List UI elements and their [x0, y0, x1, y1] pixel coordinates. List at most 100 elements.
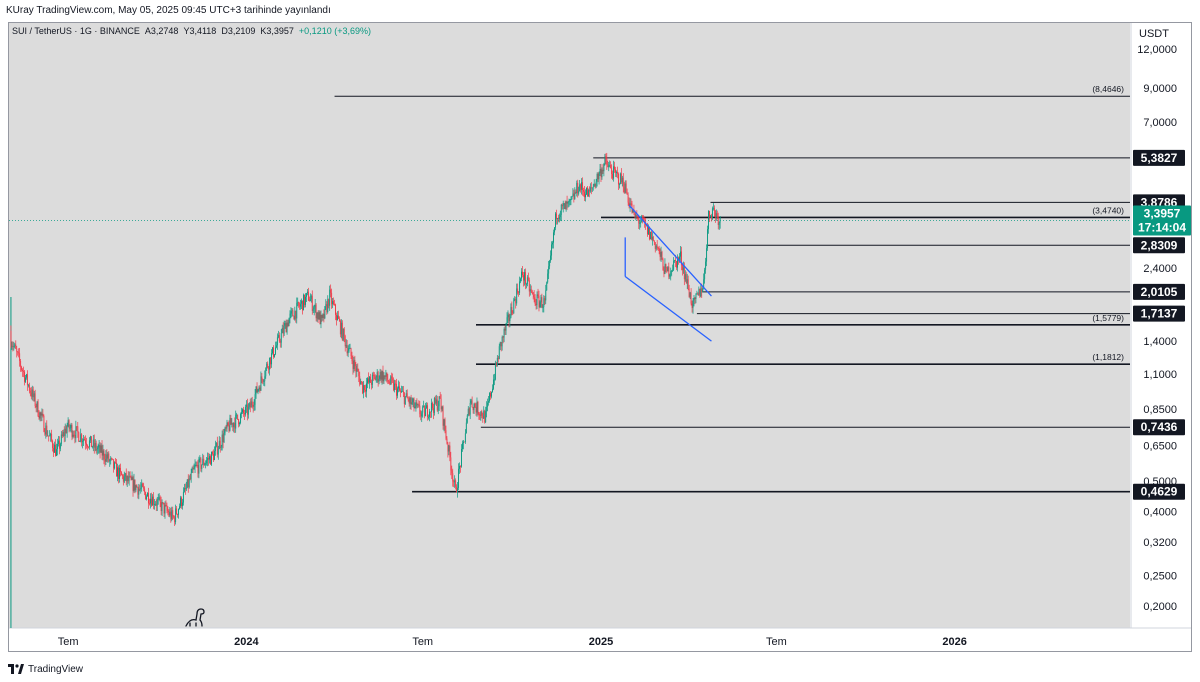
candle-body [88, 440, 90, 447]
candle-body [518, 292, 520, 294]
candle-body [102, 450, 104, 456]
candle-body [361, 381, 363, 383]
candle-body [611, 168, 613, 174]
ohlc-low: D3,2109 [221, 26, 256, 36]
candle-body [586, 187, 588, 197]
candle-body [685, 274, 687, 284]
candle-body [450, 457, 452, 471]
last-price-badge [1133, 205, 1191, 236]
candle-body [73, 434, 75, 436]
candle-body [245, 404, 247, 408]
symbol-name[interactable]: SUI / TetherUS · 1G · BINANCE [12, 26, 140, 36]
candle-body [119, 467, 120, 479]
candle-body [682, 267, 684, 271]
candle-body [606, 158, 608, 165]
candle-body [39, 412, 41, 419]
candle-body [603, 164, 605, 172]
candle-body [150, 498, 152, 506]
candle-body [292, 310, 294, 317]
candle-body [268, 367, 270, 370]
candle-body [667, 266, 669, 272]
candle-body [121, 475, 123, 476]
candle-body [23, 370, 24, 372]
candle-body [501, 336, 503, 347]
candle-body [297, 302, 299, 303]
candle-body [318, 312, 320, 320]
candle-body [243, 413, 245, 415]
candle-body [433, 398, 435, 413]
candle-body [477, 401, 479, 415]
candle-body [436, 399, 438, 411]
candle-body [311, 295, 313, 311]
footer-brand[interactable]: TradingView [28, 663, 84, 675]
candle-body [529, 289, 531, 292]
candle-body [717, 216, 719, 226]
candle-body [710, 215, 712, 219]
candle-body [672, 269, 674, 271]
candle-body [350, 348, 352, 357]
candle-body [273, 347, 274, 357]
candle-body [175, 508, 177, 523]
candle-body [517, 288, 519, 293]
candle-body [364, 385, 366, 390]
candle-body [550, 255, 552, 261]
candle-body [246, 404, 248, 415]
candle-body [592, 186, 594, 188]
candle-body [491, 391, 492, 397]
candle-body [483, 410, 485, 419]
candle-body [250, 401, 252, 408]
candle-body [209, 456, 211, 460]
candle-body [75, 426, 77, 439]
candle-body [456, 486, 458, 493]
candle-body [432, 408, 434, 413]
candle-body [473, 403, 475, 411]
candle-body [671, 270, 673, 272]
candle-body [387, 379, 389, 382]
candle-body [661, 251, 663, 260]
candle-body [663, 270, 665, 274]
candle-body [219, 440, 221, 448]
candle-body [244, 407, 246, 415]
candle-body [469, 402, 471, 415]
price-axis-panel[interactable] [1131, 23, 1191, 628]
candle-body [407, 398, 409, 400]
level-badge [1133, 237, 1185, 254]
tradingview-logo-icon[interactable] [8, 664, 24, 674]
candle-body [615, 169, 616, 173]
candle-body [306, 291, 308, 294]
candle-body [265, 368, 267, 377]
candle-body [337, 315, 339, 319]
y-tick-label: 1,4000 [1143, 336, 1177, 348]
candle-body [41, 413, 43, 416]
candle-body [510, 307, 512, 318]
candle-body [679, 251, 681, 257]
candle-body [570, 199, 572, 200]
candle-body [165, 505, 167, 507]
candle-body [325, 304, 327, 307]
candle-body [27, 384, 29, 386]
candle-body [443, 419, 445, 426]
channel-trendline[interactable] [624, 276, 712, 342]
candle-body [111, 458, 113, 459]
candle-body [712, 207, 714, 209]
candle-body [457, 487, 459, 493]
candle-body [441, 406, 443, 410]
candle-body [492, 388, 493, 392]
candle-body [714, 210, 716, 218]
candle-body [700, 288, 702, 297]
channel-trendline[interactable] [628, 204, 712, 297]
candle-body [62, 432, 64, 436]
candle-body [600, 168, 602, 178]
candle-body [222, 434, 224, 442]
candle-body [462, 441, 464, 444]
level-badge [1133, 283, 1185, 300]
candle-body [126, 475, 128, 482]
candle-body [262, 379, 264, 382]
candle-body [42, 413, 44, 416]
dinosaur-icon[interactable] [185, 608, 205, 627]
candle-body [533, 294, 535, 298]
candle-body [531, 290, 533, 293]
candle-body [72, 434, 74, 437]
candle-body [409, 397, 411, 404]
